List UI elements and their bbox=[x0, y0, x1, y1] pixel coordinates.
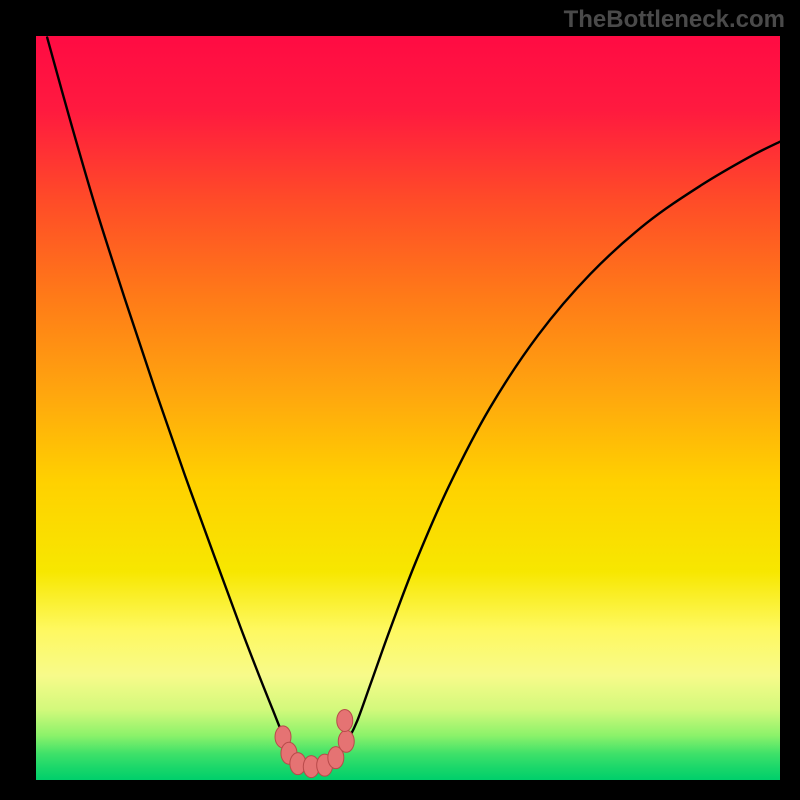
marker-point bbox=[337, 709, 353, 731]
marker-point bbox=[338, 730, 354, 752]
watermark-text: TheBottleneck.com bbox=[564, 6, 785, 34]
plot-background bbox=[36, 36, 780, 780]
bottleneck-chart bbox=[0, 0, 800, 800]
chart-wrapper: TheBottleneck.com bbox=[0, 0, 800, 800]
